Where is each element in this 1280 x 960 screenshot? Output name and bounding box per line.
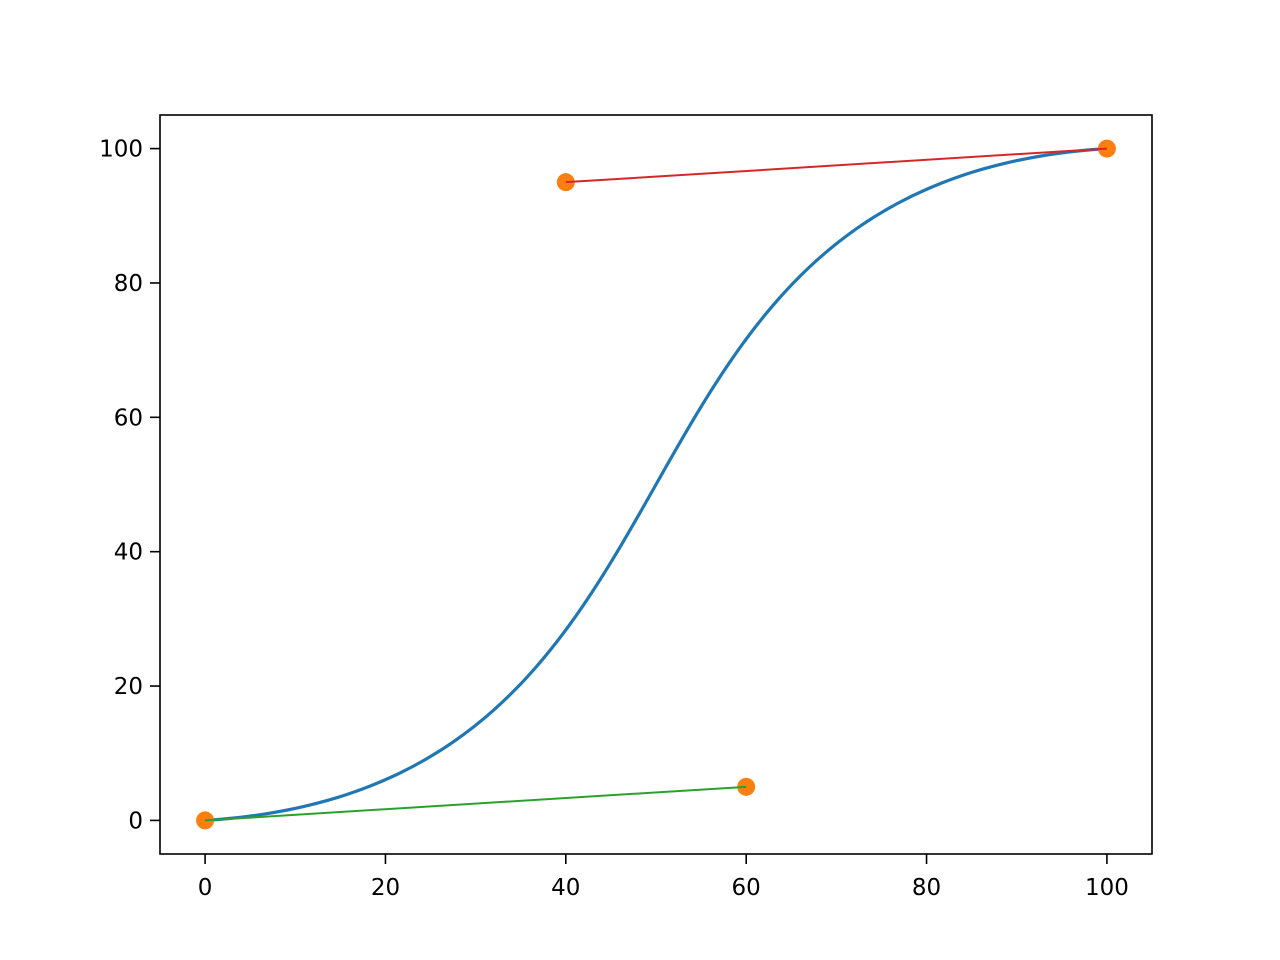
y-tick-label: 40 xyxy=(114,540,143,566)
handle-line-0 xyxy=(205,785,747,822)
x-tick-label: 40 xyxy=(551,875,580,901)
x-tick-label: 0 xyxy=(198,875,213,901)
y-tick-label: 100 xyxy=(99,137,143,163)
bezier-curve xyxy=(204,146,1108,823)
axes-frame xyxy=(159,114,1153,855)
y-axis: 0 20 40 60 80 100 xyxy=(99,137,160,834)
x-tick-label: 60 xyxy=(732,875,761,901)
x-tick-label: 80 xyxy=(912,875,941,901)
plot-area xyxy=(196,139,1116,830)
y-tick-label: 0 xyxy=(128,808,143,834)
x-tick-label: 20 xyxy=(371,875,400,901)
handle-line-1 xyxy=(565,147,1107,184)
x-tick-label: 100 xyxy=(1085,875,1129,901)
y-tick-label: 80 xyxy=(114,271,143,297)
y-tick-label: 60 xyxy=(114,405,143,431)
y-tick-label: 20 xyxy=(114,674,143,700)
x-axis: 0 20 40 60 80 100 xyxy=(198,854,1129,901)
